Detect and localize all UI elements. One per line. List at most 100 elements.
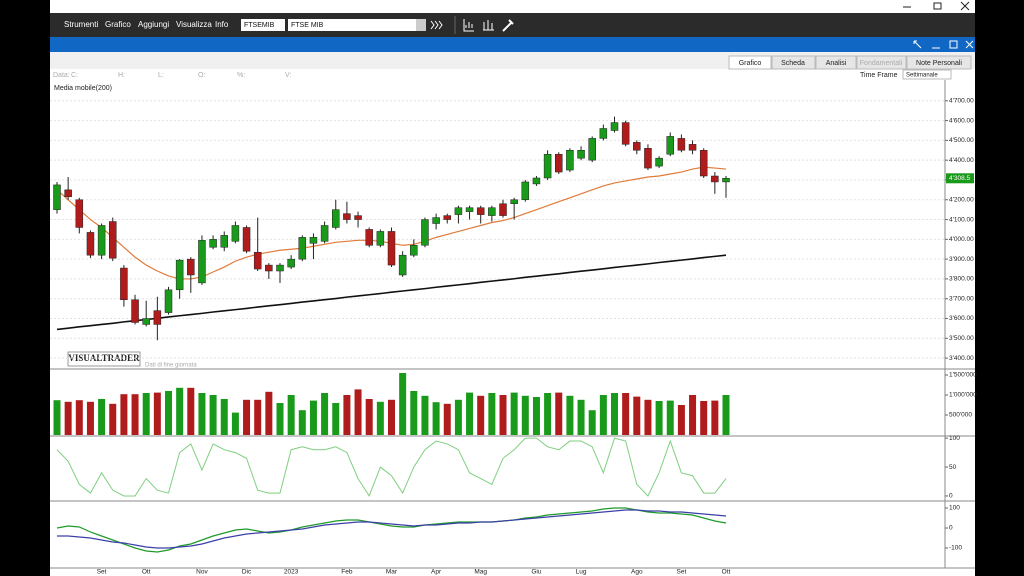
tab-label: Fondamentali [860,60,903,67]
volume-bar [689,395,697,435]
volume-bar [321,393,329,435]
y-tick-label: 4'400.00 [949,157,974,164]
volume-bar [198,393,206,435]
y-tick-label: 3'900.00 [949,256,974,263]
volume-bar [477,395,485,435]
volume-bar [276,403,284,435]
volume-bar [86,401,94,435]
menu-item[interactable]: Grafico [105,20,131,29]
volume-bar [443,403,451,435]
tab[interactable] [815,55,857,70]
candle-body [644,148,652,169]
time-frame-select[interactable] [902,69,952,80]
candle-body [711,175,719,183]
tab-label[interactable]: Scheda [781,60,805,67]
symbol-input[interactable] [241,19,285,31]
tool-icon[interactable] [502,19,514,32]
candle-body [499,203,507,216]
candle-body [666,136,674,155]
volume-bar [254,399,262,435]
watermark: VISUALTRADER [68,353,140,363]
y-tick-label: 4'100.00 [949,216,974,223]
time-frame: Time Frame Settimanale [860,69,952,80]
tab-label[interactable]: Note Personali [916,60,962,67]
x-tick-label: Ott [142,569,151,576]
candle-body [566,150,574,171]
volume-bar [64,401,72,435]
tab[interactable] [728,55,772,70]
candle-body [64,189,72,198]
candle-body [398,254,407,276]
chart-icon[interactable] [463,19,474,32]
dropdown-button[interactable] [416,19,426,31]
candle-body [276,264,284,272]
candle-body [722,178,730,183]
candle-body [265,264,273,272]
time-frame-value: Settimanale [906,73,938,79]
line [56,254,727,331]
volume-bar [153,392,161,435]
candle-body [510,199,518,204]
volume-bar [532,397,540,435]
volume-bar [588,410,596,435]
volume-bar [611,393,618,435]
candle-body [131,299,139,323]
x-tick-label: 2023 [284,569,299,576]
volume-bar [265,391,273,435]
restore[interactable] [933,2,942,10]
info-field: C: [71,72,78,79]
watermark-note: Dati di fine giornata [145,363,197,369]
y-tick-label: 4'200.00 [949,196,974,203]
info-field: L: [158,72,164,79]
candle-body [443,215,451,220]
y-tick-label: 100 [949,435,960,442]
menu-item[interactable]: Strumenti [64,20,98,29]
candle-body [153,310,162,325]
candle-body [253,251,262,270]
info-row: Data: C: H: L: O: %: V: [53,72,291,79]
menu-item[interactable]: Aggiungi [138,20,169,29]
volume-bar [677,405,685,435]
candle-body [476,207,485,215]
menu-item[interactable]: Visualizza [176,20,212,29]
volume-bar [722,395,730,435]
volume-bar [187,387,195,435]
panel-close[interactable] [965,40,974,49]
tab-label[interactable]: Grafico [739,60,762,67]
app-window [50,0,975,576]
x-tick-label: Giu [531,569,542,576]
candle-body [655,157,663,167]
symbol-code: FTSEMIB [244,22,275,29]
candle-body [242,227,251,252]
tab[interactable] [906,55,972,70]
last-price-tag [946,173,974,184]
tab[interactable] [771,55,816,70]
close[interactable] [960,1,970,11]
volume-bar [376,401,384,435]
candle-body [555,153,563,173]
y-tick-label: 4'500.00 [949,137,974,144]
candle-body [86,232,95,256]
window-controls [903,1,970,11]
volume-bar [142,393,150,435]
panel-maximize[interactable] [949,40,958,49]
panel-controls [913,40,974,49]
candle-body [198,240,206,284]
info-field: O: [198,72,205,79]
y-tick-label: 500'000 [949,412,972,419]
tab [856,55,907,70]
menu-item[interactable]: Info [215,20,229,29]
go-button[interactable] [430,20,443,30]
y-tick-label: 3'500.00 [949,335,974,342]
candle-body [187,258,195,276]
info-field: %: [237,72,245,79]
symbol-select[interactable] [288,19,426,31]
pin[interactable] [913,40,922,49]
tab-label[interactable]: Analisi [826,60,847,67]
x-tick-label: Feb [341,569,353,576]
bars-icon[interactable] [483,20,494,31]
candle-body [454,207,463,215]
x-tick-label: Set [677,569,687,576]
candle-body [175,259,184,291]
